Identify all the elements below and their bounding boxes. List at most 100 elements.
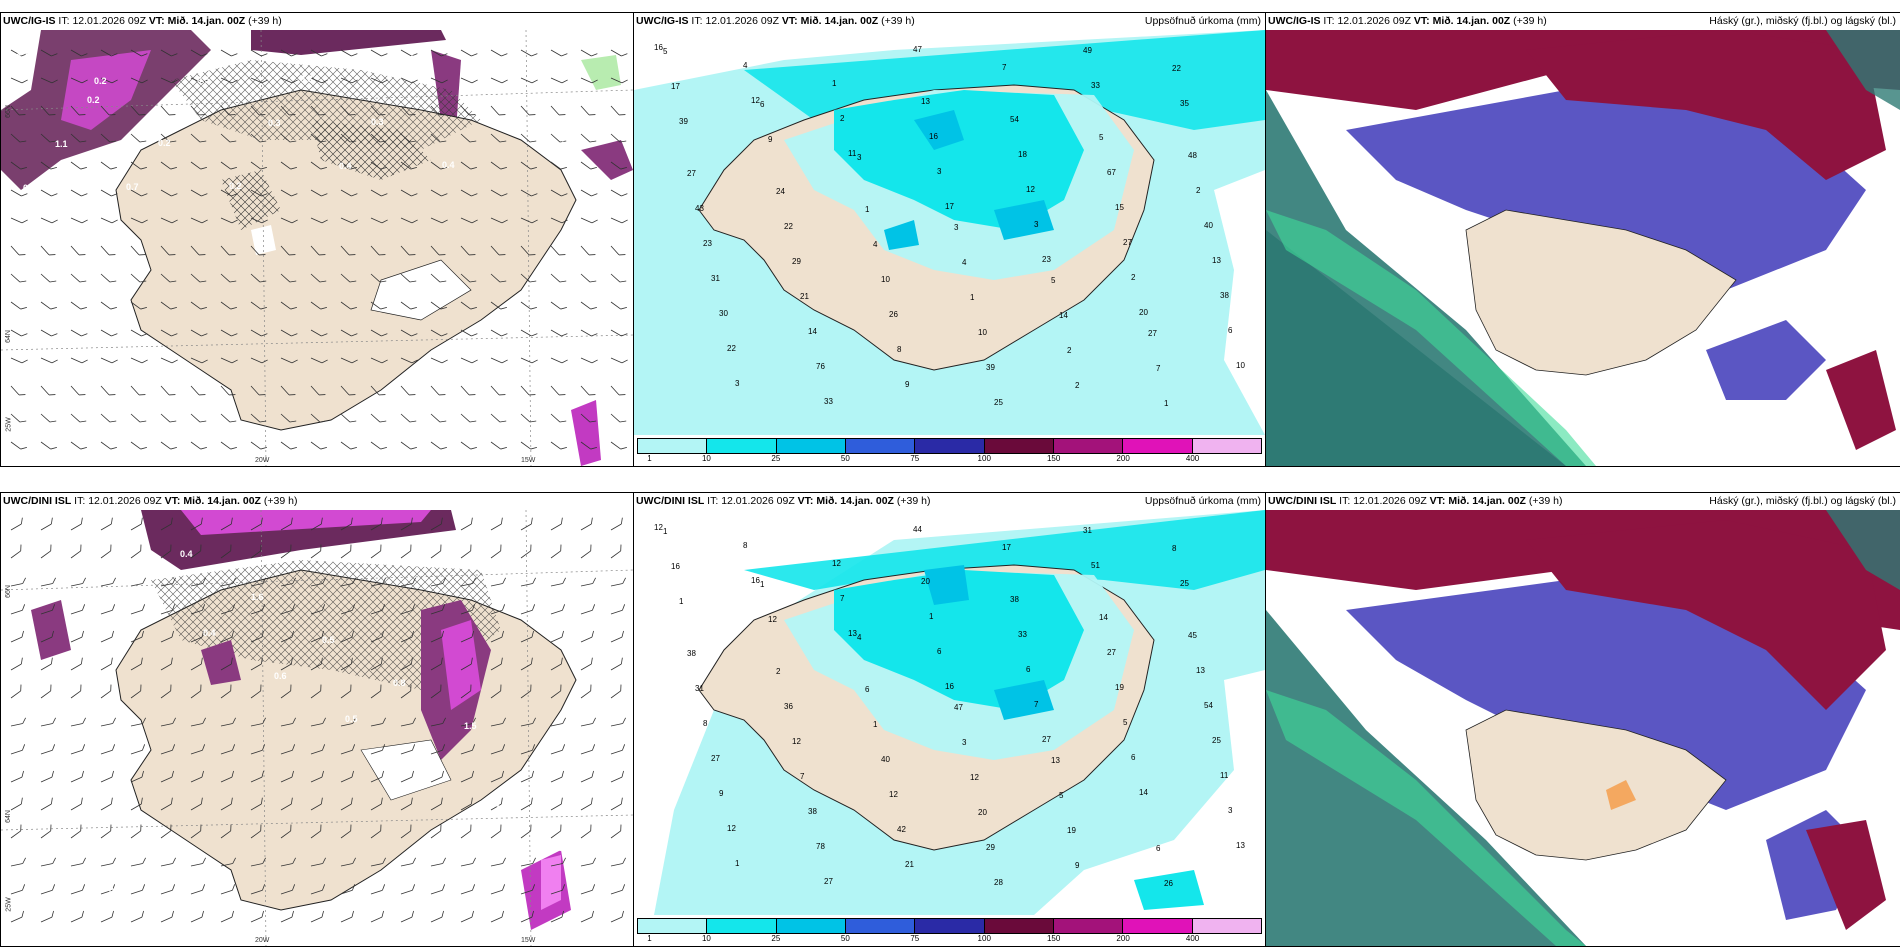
field-name: Uppsöfnuð úrkoma (mm) xyxy=(1144,495,1261,507)
wind-barb xyxy=(280,744,296,755)
wind-barb xyxy=(370,517,383,531)
map-area xyxy=(1266,510,1900,946)
wind-barb xyxy=(370,544,382,559)
wind-barb xyxy=(220,770,234,783)
colorbar-tick: 10 xyxy=(701,454,711,463)
lead-time: (+39 h) xyxy=(896,495,931,507)
wind-barb xyxy=(550,910,564,923)
wind-barb xyxy=(400,385,416,396)
precip-value: 25 xyxy=(994,398,1003,407)
wind-barb xyxy=(580,413,597,423)
wind-barb xyxy=(520,657,533,671)
wind-barb xyxy=(520,744,536,755)
wind-barb xyxy=(610,329,628,337)
wind-barb xyxy=(520,413,537,423)
colorbar-swatch xyxy=(776,439,846,453)
wind-barb xyxy=(130,133,147,143)
colorbar-tick: 1 xyxy=(647,934,652,943)
wind-barb xyxy=(40,441,57,450)
model-name: UWC/DINI ISL xyxy=(1268,495,1337,507)
wind-barb xyxy=(160,824,172,839)
it-label: IT: xyxy=(1339,495,1351,507)
wind-barb xyxy=(340,189,358,197)
wind-barb xyxy=(160,189,178,197)
wind-barb xyxy=(10,105,26,116)
lat-64-label: 64N xyxy=(4,330,12,343)
precip-value: 31 xyxy=(711,274,720,283)
wind-barb xyxy=(430,357,448,364)
wind-barb xyxy=(100,717,116,727)
colorbar-tick: 200 xyxy=(1116,934,1130,943)
wind-barb xyxy=(40,133,57,143)
wind-barb xyxy=(400,744,416,755)
precip-value: 19 xyxy=(1115,683,1124,692)
precip-value: 38 xyxy=(1220,291,1229,300)
wind-barb xyxy=(40,329,58,337)
precip-value: 25 xyxy=(1212,736,1221,745)
wind-barb xyxy=(160,385,176,396)
precip-value: 20 xyxy=(1139,308,1148,317)
wind-barb xyxy=(10,49,28,57)
wind-barb xyxy=(250,657,263,671)
wind-barb xyxy=(430,684,442,699)
precip-value: 20 xyxy=(921,577,930,586)
wind-barb xyxy=(610,910,624,923)
wind-barb xyxy=(310,105,326,116)
wind-barb xyxy=(460,824,472,839)
precip-value: 67 xyxy=(1107,168,1116,177)
wind-barb xyxy=(610,217,628,224)
wind-barb xyxy=(100,189,118,197)
wind-barb xyxy=(250,245,266,256)
precip-value: 10 xyxy=(1236,361,1245,370)
wind-barb xyxy=(160,133,177,143)
wind-barb xyxy=(280,797,293,811)
wind-barb xyxy=(340,49,358,57)
precip-value: 12 xyxy=(654,523,663,532)
precip-value: 12 xyxy=(727,824,736,833)
wind-barb xyxy=(190,441,207,450)
wind-barb xyxy=(340,273,357,283)
wind-barb xyxy=(340,301,357,310)
wind-barb xyxy=(220,329,238,337)
wind-barb xyxy=(370,301,387,310)
wind-barb xyxy=(130,49,148,57)
wind-barb xyxy=(310,441,327,450)
wind-barb xyxy=(400,577,416,587)
wind-barb xyxy=(250,684,262,699)
wind-barb xyxy=(310,824,322,839)
colorbar-swatch xyxy=(638,919,708,933)
wind-barb xyxy=(130,884,146,895)
wind-barb xyxy=(40,824,52,839)
wind-barb xyxy=(70,413,87,423)
wind-barb xyxy=(160,630,174,643)
wind-barb xyxy=(490,770,504,783)
precip-value: 31 xyxy=(695,684,704,693)
wind-barb xyxy=(220,133,237,143)
wind-barb xyxy=(370,824,382,839)
precip-value: 47 xyxy=(913,45,922,54)
wind-barb xyxy=(280,857,296,867)
wind-barb xyxy=(430,133,447,143)
wind-barb xyxy=(580,684,592,699)
wind-barb xyxy=(160,884,176,895)
wind-barb xyxy=(100,684,112,699)
wind-barb xyxy=(250,717,266,727)
wind-barb xyxy=(520,273,537,283)
wind-barb xyxy=(130,441,147,450)
wind-barb xyxy=(340,857,356,867)
wind-barb xyxy=(520,604,536,615)
wind-barb xyxy=(610,301,627,310)
wind-barb xyxy=(610,577,626,587)
precip-value: 1 xyxy=(1164,399,1169,408)
wind-barb xyxy=(370,770,384,783)
it-label: IT: xyxy=(74,495,86,507)
wind-barb xyxy=(400,161,417,170)
wind-barb xyxy=(490,517,503,531)
wind-barb xyxy=(400,824,412,839)
wind-barb xyxy=(370,245,386,256)
wind-barb xyxy=(370,105,386,116)
wind-barb xyxy=(130,301,147,310)
precip-value: 9 xyxy=(905,380,910,389)
wind-barb xyxy=(100,77,118,84)
wind-barb xyxy=(10,684,22,699)
